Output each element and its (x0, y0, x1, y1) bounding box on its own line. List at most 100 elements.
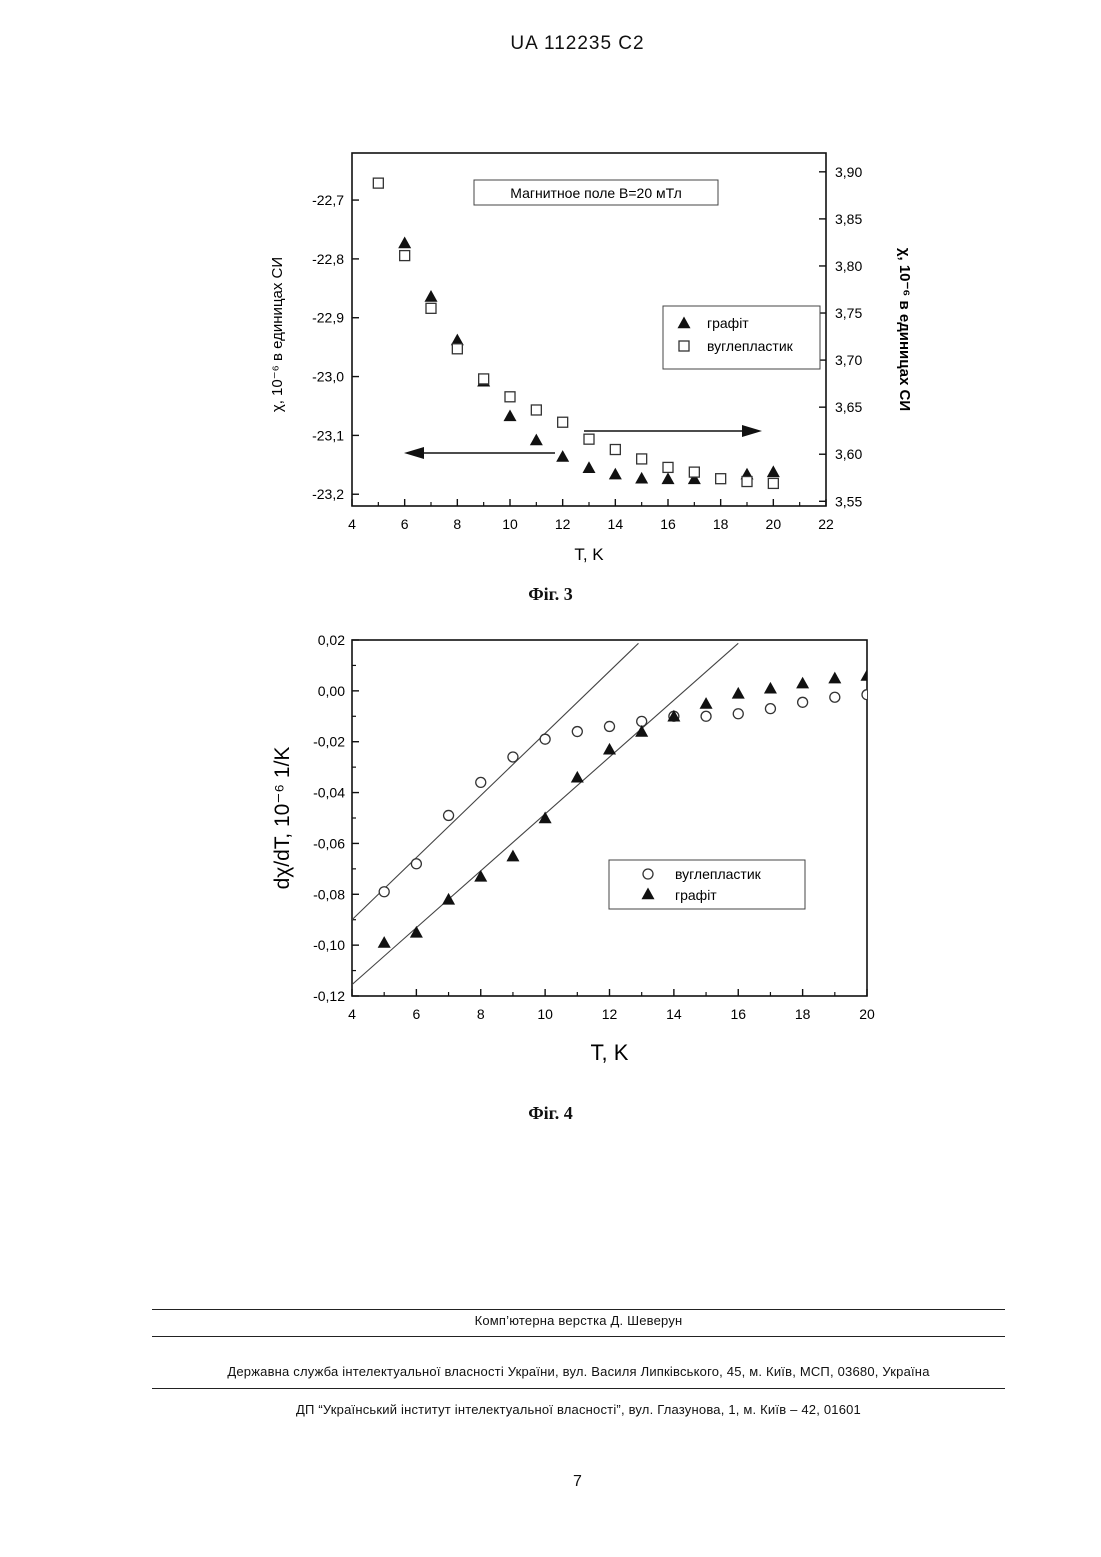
fig3-cfrp-point (610, 445, 620, 455)
fig3-graphite-point (530, 434, 543, 446)
fig3-y-right-tick-label: 3,70 (835, 352, 862, 368)
fig4-x-tick-label: 12 (602, 1006, 618, 1022)
fig3-annotation-box (474, 180, 718, 205)
fig3-graphite-point (767, 465, 780, 477)
fig3-cfrp-point (373, 178, 383, 188)
fig4-cfrp-point (862, 690, 872, 700)
fig4-graphite-point (700, 697, 713, 709)
fig3-graphite-point (425, 290, 438, 302)
fig4-graphite-point (828, 672, 841, 684)
fig4-graphite-point (796, 677, 809, 689)
fig3-graphite-point (556, 450, 569, 462)
fig3-y-right-tick-label: 3,80 (835, 258, 862, 274)
fig4-graphite-point (442, 893, 455, 905)
figure-3-caption: Фіг. 3 (0, 584, 1101, 605)
fig3-cfrp-point (505, 392, 515, 402)
fig4-x-tick-label: 18 (795, 1006, 811, 1022)
fig4-x-tick-label: 20 (859, 1006, 875, 1022)
fig4-cfrp-point (637, 716, 647, 726)
fig4-legend-marker-graphite (642, 888, 655, 900)
fig3-y-left-axis-label: χ, 10⁻⁶ в единицах СИ (269, 257, 286, 412)
fig4-graphite-point (378, 936, 391, 948)
fig4-y-tick-label: -0,10 (313, 937, 345, 953)
fig4-graphite-point (474, 870, 487, 882)
fig4-cfrp-point (379, 887, 389, 897)
fig3-legend-label-cfrp: вуглепластик (707, 338, 794, 354)
fig4-cfrp-point (572, 727, 582, 737)
fig4-fit-line (352, 643, 738, 984)
fig4-x-tick-label: 8 (477, 1006, 485, 1022)
fig4-cfrp-point (701, 711, 711, 721)
fig3-plot-frame (352, 153, 826, 506)
fig3-legend-label-graphite: графіт (707, 315, 749, 331)
page-number: 7 (0, 1473, 1101, 1491)
fig3-x-axis-label: T, K (574, 545, 604, 564)
fig4-cfrp-point (444, 810, 454, 820)
fig3-legend-box (663, 306, 820, 369)
fig4-y-tick-label: -0,02 (313, 734, 345, 750)
fig4-graphite-point (603, 743, 616, 755)
fig4-y-tick-label: -0,06 (313, 835, 345, 851)
fig4-graphite-point (506, 850, 519, 862)
fig3-right-axis-arrowhead (742, 425, 762, 437)
fig3-x-tick-label: 4 (348, 516, 356, 532)
fig4-y-tick-label: -0,04 (313, 785, 345, 801)
fig3-cfrp-point (584, 434, 594, 444)
footer-rule-middle (152, 1336, 1005, 1337)
fig3-y-left-tick-label: -23,1 (312, 427, 344, 443)
fig4-x-tick-label: 14 (666, 1006, 682, 1022)
fig3-legend-marker-cfrp (679, 341, 689, 351)
fig3-cfrp-point (689, 467, 699, 477)
fig4-fit-lines (352, 643, 738, 984)
fig4-cfrp-point (830, 692, 840, 702)
fig4-y-tick-label: 0,02 (318, 632, 345, 648)
fig3-graphite-point (635, 472, 648, 484)
fig4-y-tick-label: -0,08 (313, 886, 345, 902)
fig3-y-right-tick-label: 3,55 (835, 493, 862, 509)
fig3-cfrp-point (768, 478, 778, 488)
fig3-y-right-axis-label: χ, 10⁻⁶ в единицах СИ (896, 248, 913, 411)
footer-agency: Державна служба інтелектуальної власност… (152, 1364, 1005, 1379)
fig4-points (378, 669, 874, 948)
fig3-x-tick-label: 10 (502, 516, 518, 532)
fig3-y-right-tick-label: 3,60 (835, 446, 862, 462)
fig3-graphite-point (504, 409, 517, 421)
footer-compositor: Комп’ютерна верстка Д. Шеверун (152, 1313, 1005, 1328)
fig4-legend-marker-cfrp (643, 869, 653, 879)
fig3-annotation-text: Магнитное поле B=20 мТл (510, 185, 681, 201)
fig3-graphite-point (662, 472, 675, 484)
fig3-graphite-point (451, 334, 464, 346)
fig4-legend-label-graphite: графіт (675, 887, 717, 903)
fig4-y-tick-label: 0,00 (318, 683, 345, 699)
fig3-x-tick-label: 16 (660, 516, 676, 532)
fig4-cfrp-point (669, 711, 679, 721)
fig4-cfrp-point (476, 777, 486, 787)
fig3-cfrp-point (452, 344, 462, 354)
fig3-y-right-tick-label: 3,65 (835, 399, 862, 415)
fig4-cfrp-point (508, 752, 518, 762)
fig3-x-tick-label: 6 (401, 516, 409, 532)
fig3-graphite-point (583, 461, 596, 473)
fig4-x-tick-label: 4 (348, 1006, 356, 1022)
fig3-y-left-tick-label: -22,8 (312, 251, 344, 267)
fig4-graphite-point (667, 710, 680, 722)
fig4-x-tick-label: 16 (730, 1006, 746, 1022)
fig3-cfrp-point (531, 405, 541, 415)
fig4-graphite-point (764, 682, 777, 694)
fig3-cfrp-point (716, 474, 726, 484)
fig4-y-tick-label: -0,12 (313, 988, 345, 1004)
fig3-cfrp-point (663, 462, 673, 472)
fig3-y-right-tick-label: 3,85 (835, 211, 862, 227)
fig3-x-tick-label: 8 (453, 516, 461, 532)
fig3-graphite-point (741, 468, 754, 480)
fig4-cfrp-point (765, 704, 775, 714)
fig3-y-left-tick-label: -22,9 (312, 310, 344, 326)
fig4-graphite-point (732, 687, 745, 699)
fig4-x-axis-label: T, K (591, 1040, 629, 1065)
fig3-x-tick-label: 20 (766, 516, 782, 532)
fig3-y-left-tick-label: -23,0 (312, 369, 344, 385)
fig4-cfrp-point (733, 709, 743, 719)
fig3-y-left-tick-label: -22,7 (312, 192, 344, 208)
fig3-cfrp-point (637, 454, 647, 464)
fig3-y-right-tick-label: 3,90 (835, 164, 862, 180)
